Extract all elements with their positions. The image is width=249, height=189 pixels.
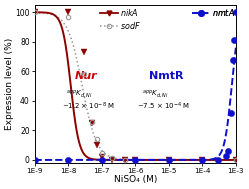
X-axis label: NiSO₄ (M): NiSO₄ (M) — [114, 175, 157, 184]
Legend: $\it{nmtA}$: $\it{nmtA}$ — [191, 6, 236, 18]
Text: NmtR: NmtR — [149, 71, 184, 81]
Text: ~1.2 $\times$ 10$^{-8}$ M: ~1.2 $\times$ 10$^{-8}$ M — [62, 100, 115, 112]
Text: $^{app}K_{d,Ni}$: $^{app}K_{d,Ni}$ — [142, 88, 169, 99]
Y-axis label: Expression level (%): Expression level (%) — [5, 38, 14, 130]
Text: $^{app}K_{d,Ni}$: $^{app}K_{d,Ni}$ — [66, 88, 93, 99]
Text: Nur: Nur — [75, 71, 98, 81]
Text: ~7.5 $\times$ 10$^{-4}$ M: ~7.5 $\times$ 10$^{-4}$ M — [137, 100, 190, 112]
